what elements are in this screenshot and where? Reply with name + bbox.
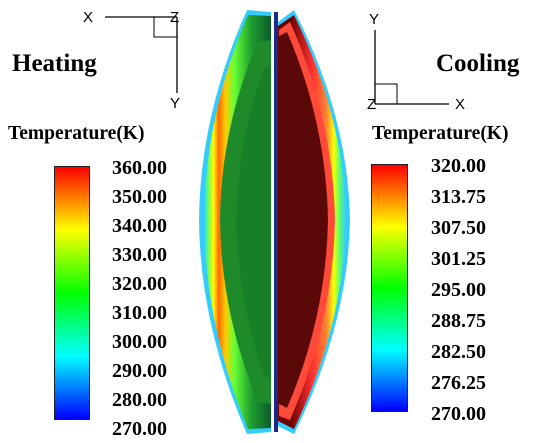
heating-axis-z-label: Z: [170, 9, 180, 26]
heating-tick-label: 290.00: [112, 360, 167, 382]
heating-colorbar: [54, 166, 90, 420]
cooling-tick-label: 295.00: [431, 279, 486, 301]
cooling-tick-label: 307.50: [431, 217, 486, 239]
cooling-core: [279, 32, 328, 408]
cooling-half: [278, 10, 350, 434]
heating-core-inner: [236, 66, 271, 378]
cooling-tick-label: 270.00: [431, 403, 486, 425]
heating-axis-x-label: X: [83, 9, 94, 26]
heating-tick-label: 280.00: [112, 389, 167, 411]
cooling-axis-y-label: Y: [369, 11, 380, 28]
heating-tick-label: 320.00: [112, 273, 167, 295]
cooling-axis-x-label: X: [455, 96, 466, 113]
heating-legend-title: Temperature(K): [8, 123, 145, 144]
cooling-legend-title: Temperature(K): [372, 123, 509, 144]
heating-tick-label: 270.00: [112, 418, 167, 440]
heating-tick-label: 360.00: [112, 157, 167, 179]
cooling-tick-label: 313.75: [431, 186, 486, 208]
cooling-colorbar: [371, 164, 408, 412]
heating-tick-label: 330.00: [112, 244, 167, 266]
heating-tick-label: 300.00: [112, 331, 167, 353]
cooling-tick-label: 282.50: [431, 341, 486, 363]
center-divider: [271, 12, 278, 432]
cooling-tick-label: 301.25: [431, 248, 486, 270]
cooling-title: Cooling: [436, 50, 520, 77]
cooling-tick-label: 288.75: [431, 310, 486, 332]
heating-tick-label: 340.00: [112, 215, 167, 237]
heating-tick-label: 350.00: [112, 186, 167, 208]
cooling-tick-label: 276.25: [431, 372, 486, 394]
cooling-tick-label: 320.00: [431, 155, 486, 177]
cooling-axis-z-label: Z: [367, 96, 377, 113]
heating-title: Heating: [12, 50, 97, 77]
heating-tick-label: 310.00: [112, 302, 167, 324]
heating-half: [199, 10, 271, 434]
heating-axis-y-label: Y: [170, 95, 181, 112]
